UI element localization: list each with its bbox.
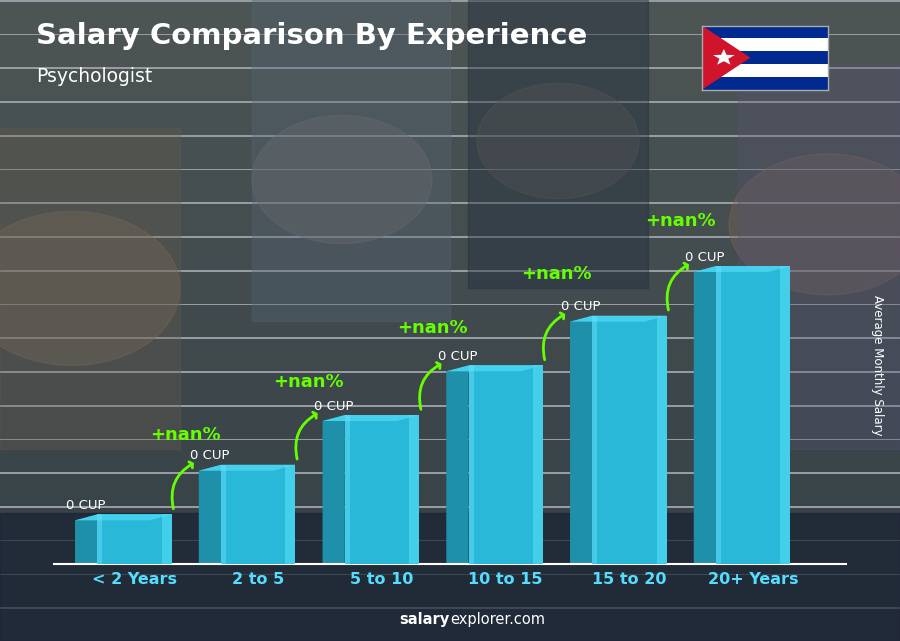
Bar — [0, 373, 900, 405]
Circle shape — [729, 154, 900, 295]
Circle shape — [252, 115, 432, 244]
Bar — [0, 305, 900, 337]
Bar — [469, 365, 473, 564]
Bar — [702, 77, 828, 90]
Bar — [0, 35, 900, 67]
Polygon shape — [75, 514, 172, 520]
Text: +nan%: +nan% — [645, 212, 716, 229]
Text: 0 CUP: 0 CUP — [685, 251, 724, 263]
Polygon shape — [446, 365, 469, 564]
Bar — [0, 406, 900, 438]
Bar — [657, 315, 667, 564]
Text: explorer.com: explorer.com — [450, 612, 545, 627]
Bar — [592, 315, 598, 564]
Text: Psychologist: Psychologist — [36, 67, 152, 87]
Bar — [285, 465, 295, 564]
Bar — [252, 0, 450, 320]
Bar — [702, 38, 828, 51]
Polygon shape — [199, 465, 295, 470]
Bar — [0, 508, 900, 540]
Polygon shape — [322, 415, 419, 421]
Bar — [468, 0, 648, 288]
Text: Salary Comparison By Experience: Salary Comparison By Experience — [36, 22, 587, 51]
Bar — [0, 609, 900, 641]
Bar — [702, 26, 828, 38]
Text: 0 CUP: 0 CUP — [314, 399, 354, 413]
Bar — [345, 415, 419, 564]
Polygon shape — [199, 465, 221, 564]
Circle shape — [477, 83, 639, 199]
Polygon shape — [75, 514, 97, 564]
Bar — [162, 514, 172, 564]
Bar — [0, 272, 900, 304]
Polygon shape — [694, 266, 790, 272]
Bar — [0, 171, 900, 203]
Text: +nan%: +nan% — [274, 372, 344, 391]
Bar — [702, 51, 828, 64]
Bar — [0, 69, 900, 101]
Bar — [469, 365, 543, 564]
Bar — [0, 513, 900, 641]
Bar — [345, 415, 350, 564]
Bar — [738, 64, 900, 449]
Bar — [0, 204, 900, 236]
Text: +nan%: +nan% — [521, 265, 591, 283]
Bar — [0, 575, 900, 607]
Text: 0 CUP: 0 CUP — [562, 300, 601, 313]
Bar — [97, 514, 172, 564]
Text: salary: salary — [400, 612, 450, 627]
Polygon shape — [570, 315, 667, 322]
Bar — [221, 465, 226, 564]
Bar — [410, 415, 419, 564]
Text: +nan%: +nan% — [150, 426, 220, 444]
Bar — [780, 266, 790, 564]
Text: 0 CUP: 0 CUP — [190, 449, 230, 462]
Polygon shape — [694, 266, 716, 564]
Bar — [716, 266, 721, 564]
Text: 0 CUP: 0 CUP — [67, 499, 106, 512]
Polygon shape — [446, 365, 543, 371]
Bar — [702, 64, 828, 77]
Bar — [0, 440, 900, 472]
Bar — [0, 339, 900, 371]
Bar — [0, 542, 900, 574]
Polygon shape — [570, 315, 592, 564]
Bar — [97, 514, 103, 564]
Circle shape — [0, 212, 180, 365]
Bar — [0, 2, 900, 34]
Bar — [0, 474, 900, 506]
Polygon shape — [702, 26, 751, 90]
Bar — [716, 266, 790, 564]
Bar — [592, 315, 667, 564]
Bar — [0, 238, 900, 270]
Text: Average Monthly Salary: Average Monthly Salary — [871, 295, 884, 436]
Bar — [0, 137, 900, 169]
Polygon shape — [713, 49, 734, 65]
Polygon shape — [322, 415, 345, 564]
Text: 0 CUP: 0 CUP — [437, 350, 477, 363]
Bar — [0, 103, 900, 135]
Bar — [533, 365, 543, 564]
Bar — [221, 465, 295, 564]
Text: +nan%: +nan% — [398, 319, 468, 337]
Bar — [0, 128, 180, 449]
